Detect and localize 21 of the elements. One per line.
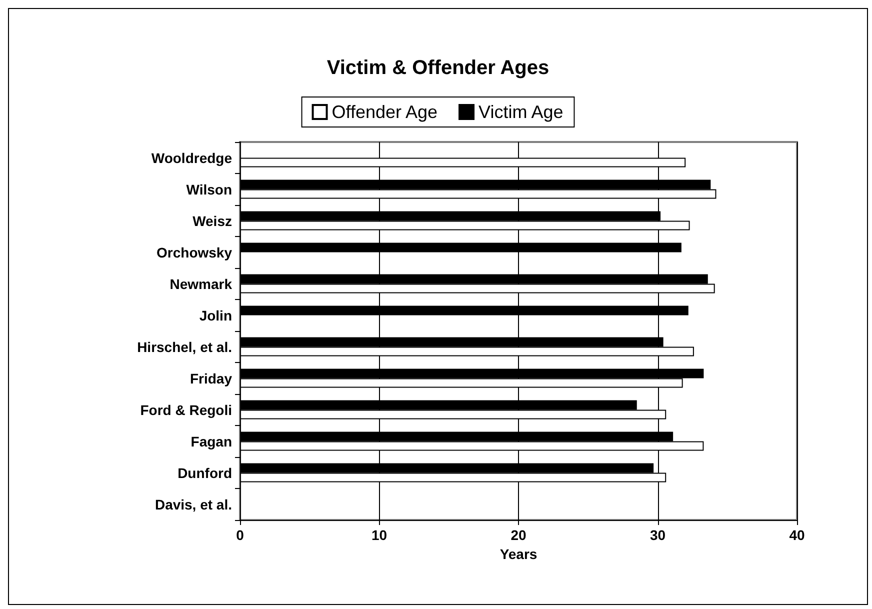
chart-title: Victim & Offender Ages [326,57,550,79]
legend-label: Victim Age [478,102,564,122]
x-tick-label: 30 [650,527,666,543]
x-tick-label: 10 [371,527,388,543]
y-tick-label: Friday [190,370,232,386]
x-tick-label: 20 [510,527,526,543]
y-tick-label: Weisz [192,212,232,229]
y-tick-label: Wilson [186,181,232,198]
x-tick-label: 40 [789,527,805,543]
y-tick-label: Dunford [178,464,232,481]
y-tick-label: Fagan [190,433,232,450]
y-tick-label: Davis, et al. [154,496,232,512]
y-tick-label: Newmark [170,276,232,292]
y-tick-label: Jolin [199,307,232,324]
y-tick-label: Hirschel, et al. [137,338,232,355]
x-axis-title: Years [500,546,538,562]
y-tick-label: Wooldredge [151,150,232,166]
x-tick-label: 0 [236,527,244,543]
y-tick-label: Ford & Regoli [140,402,232,418]
legend-label: Offender Age [332,102,438,122]
y-tick-label: Orchowsky [156,244,232,260]
